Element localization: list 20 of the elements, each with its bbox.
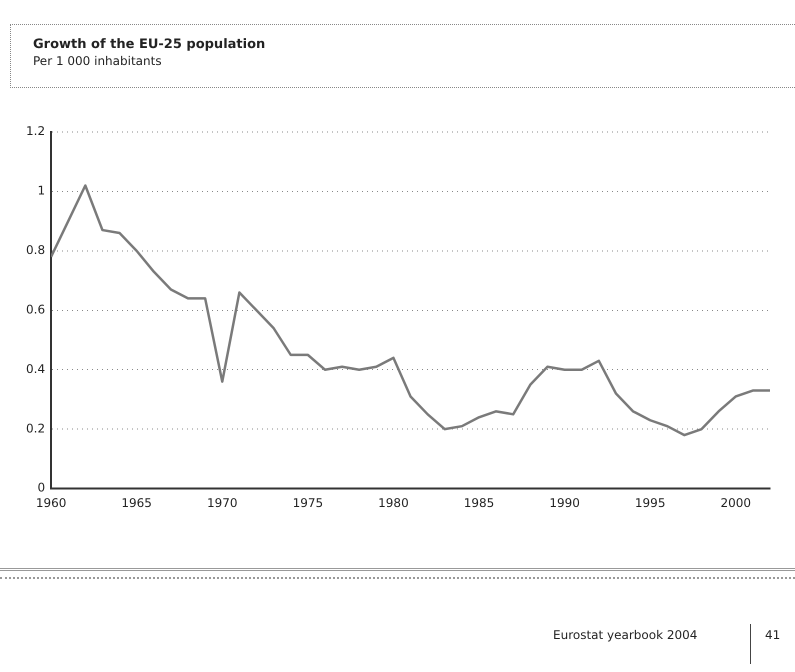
chart-title: Growth of the EU-25 population [33, 37, 266, 52]
y-tick-label: 0.8 [26, 242, 46, 257]
x-tick-label: 2000 [720, 496, 752, 510]
y-tick-label: 1.2 [26, 124, 46, 138]
x-tick-label: 1980 [378, 496, 409, 510]
x-tick-label: 1985 [464, 496, 494, 510]
x-tick-label: 1990 [549, 496, 580, 510]
x-tick-label: 1975 [292, 496, 324, 510]
y-tick-label: 0 [37, 480, 46, 495]
x-tick-label: 1970 [206, 496, 238, 510]
y-tick-label: 0.6 [26, 302, 46, 316]
y-tick-label: 0.2 [26, 421, 46, 436]
y-tick-label: 0.4 [26, 362, 46, 376]
chart-subtitle: Per 1 000 inhabitants [33, 54, 163, 68]
x-tick-label: 1995 [634, 496, 666, 510]
x-tick-label: 1965 [121, 496, 152, 510]
text: Eurostat yearbook 2004 [553, 628, 698, 642]
y-tick-label: 1 [37, 184, 46, 198]
text: 41 [765, 628, 780, 642]
x-tick-label: 1960 [36, 496, 66, 510]
